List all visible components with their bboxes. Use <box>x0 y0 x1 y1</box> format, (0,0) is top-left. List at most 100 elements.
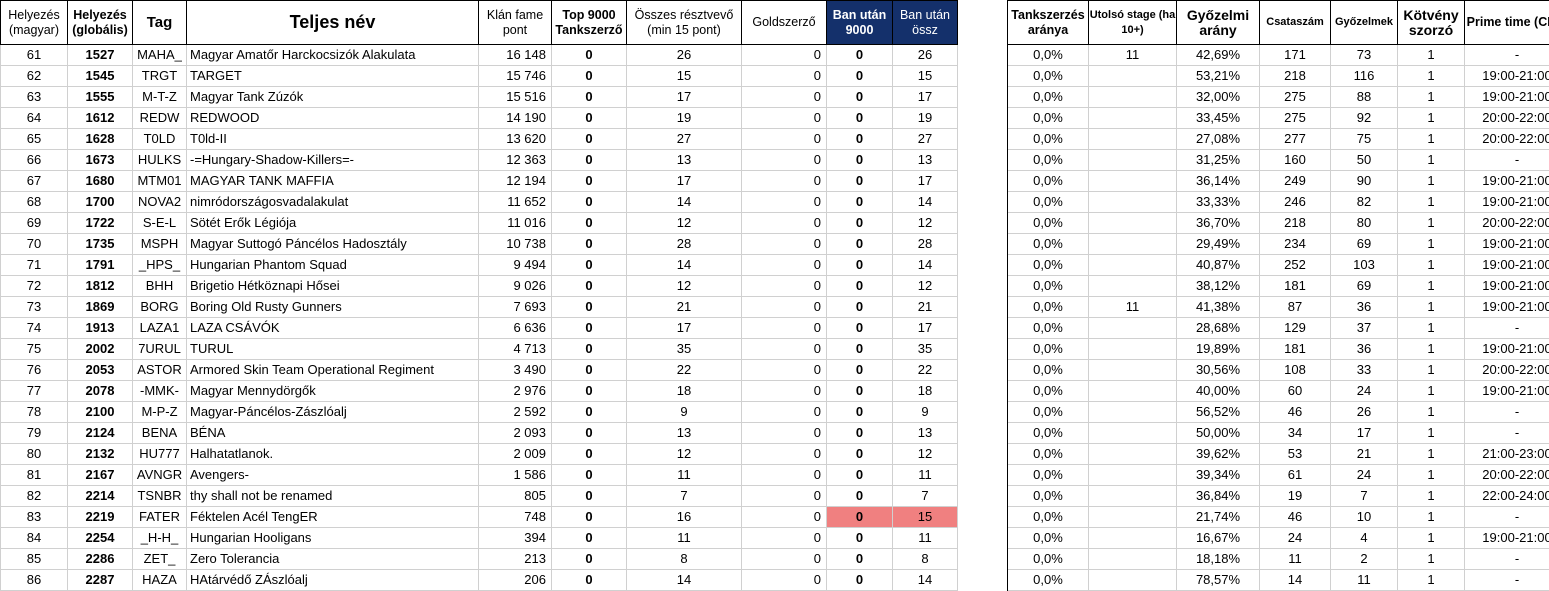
cell-tank-rate: 0,0% <box>1007 170 1089 192</box>
table-row: 84 2254 _H-H_ Hungarian Hooligans 394 0 11 0 0 11… <box>0 527 1549 549</box>
cell-tank-rate: 0,0% <box>1007 569 1089 591</box>
cell-top9000: 0 <box>551 275 627 297</box>
cell-prime-time: - <box>1464 44 1549 66</box>
cell-top9000: 0 <box>551 233 627 255</box>
cell-ban-total: 13 <box>892 149 958 171</box>
header-ban-9000: Ban után 9000 <box>826 0 893 45</box>
table-row: 62 1545 TRGT TARGET 15 746 0 15 0 0 15 0,0% 53,21% 2… <box>0 65 1549 87</box>
cell-battles: 53 <box>1259 443 1331 465</box>
header-gold: Goldszerző <box>741 0 827 45</box>
cell-battles: 46 <box>1259 401 1331 423</box>
cell-ban-total: 12 <box>892 275 958 297</box>
cell-clan-name: nimródországosvadalakulat <box>186 191 479 213</box>
cell-fame: 13 620 <box>478 128 552 150</box>
cell-gold: 0 <box>741 443 827 465</box>
cell-prime-time: - <box>1464 569 1549 591</box>
table-row: 61 1527 MAHA_ Magyar Amatőr Harckocsizók Al… <box>0 44 1549 66</box>
cell-tank-rate: 0,0% <box>1007 212 1089 234</box>
cell-win-rate: 30,56% <box>1176 359 1260 381</box>
cell-clan-name: thy shall not be renamed <box>186 485 479 507</box>
cell-win-rate: 29,49% <box>1176 233 1260 255</box>
cell-battles: 34 <box>1259 422 1331 444</box>
cell-spacer <box>957 527 1008 549</box>
table-body: 61 1527 MAHA_ Magyar Amatőr Harckocsizók Al… <box>0 44 1549 591</box>
cell-participants: 27 <box>626 128 742 150</box>
cell-wins: 33 <box>1330 359 1398 381</box>
cell-tag: ASTOR <box>132 359 187 381</box>
cell-top9000: 0 <box>551 107 627 129</box>
cell-participants: 22 <box>626 359 742 381</box>
cell-gold: 0 <box>741 170 827 192</box>
cell-tag: BHH <box>132 275 187 297</box>
cell-top9000: 0 <box>551 527 627 549</box>
cell-gold: 0 <box>741 338 827 360</box>
cell-win-rate: 31,25% <box>1176 149 1260 171</box>
cell-tag: HULKS <box>132 149 187 171</box>
header-rank-hu: Helyezés (magyar) <box>0 0 68 45</box>
cell-win-rate: 40,87% <box>1176 254 1260 276</box>
table-row: 65 1628 T0LD T0ld-II 13 620 0 27 0 0 27 0,0% 27,08%… <box>0 128 1549 150</box>
cell-tank-rate: 0,0% <box>1007 149 1089 171</box>
cell-top9000: 0 <box>551 569 627 591</box>
cell-spacer <box>957 191 1008 213</box>
cell-tag: BORG <box>132 296 187 318</box>
cell-last-stage <box>1088 359 1177 381</box>
cell-wins: 69 <box>1330 275 1398 297</box>
cell-tank-rate: 0,0% <box>1007 359 1089 381</box>
cell-prime-time: 19:00-21:00 <box>1464 65 1549 87</box>
cell-spacer <box>957 296 1008 318</box>
cell-rank-global: 2286 <box>67 548 133 570</box>
cell-tank-rate: 0,0% <box>1007 233 1089 255</box>
cell-gold: 0 <box>741 317 827 339</box>
cell-bond: 1 <box>1397 170 1465 192</box>
cell-clan-name: -=Hungary-Shadow-Killers=- <box>186 149 479 171</box>
header-ban-total: Ban után össz <box>892 0 958 45</box>
cell-bond: 1 <box>1397 86 1465 108</box>
cell-gold: 0 <box>741 569 827 591</box>
header-top9000: Top 9000 Tankszerző <box>551 0 627 45</box>
cell-bond: 1 <box>1397 212 1465 234</box>
cell-wins: 90 <box>1330 170 1398 192</box>
cell-tank-rate: 0,0% <box>1007 485 1089 507</box>
cell-wins: 11 <box>1330 569 1398 591</box>
cell-top9000: 0 <box>551 86 627 108</box>
cell-spacer <box>957 275 1008 297</box>
cell-ban-total: 15 <box>892 506 958 528</box>
cell-rank-global: 1791 <box>67 254 133 276</box>
cell-battles: 129 <box>1259 317 1331 339</box>
cell-tag: REDW <box>132 107 187 129</box>
header-win-rate: Győzelmi arány <box>1176 0 1260 45</box>
cell-participants: 17 <box>626 86 742 108</box>
cell-rank-hu: 76 <box>0 359 68 381</box>
cell-last-stage <box>1088 485 1177 507</box>
cell-spacer <box>957 212 1008 234</box>
cell-spacer <box>957 464 1008 486</box>
cell-clan-name: TURUL <box>186 338 479 360</box>
cell-battles: 24 <box>1259 527 1331 549</box>
cell-spacer <box>957 380 1008 402</box>
cell-prime-time: 19:00-21:00 <box>1464 275 1549 297</box>
cell-last-stage <box>1088 464 1177 486</box>
cell-last-stage <box>1088 191 1177 213</box>
cell-fame: 4 713 <box>478 338 552 360</box>
cell-clan-name: Magyar-Páncélos-Zászlóalj <box>186 401 479 423</box>
cell-spacer <box>957 254 1008 276</box>
cell-gold: 0 <box>741 275 827 297</box>
cell-win-rate: 39,62% <box>1176 443 1260 465</box>
cell-win-rate: 41,38% <box>1176 296 1260 318</box>
cell-tag: TSNBR <box>132 485 187 507</box>
cell-last-stage <box>1088 170 1177 192</box>
cell-gold: 0 <box>741 191 827 213</box>
cell-rank-hu: 68 <box>0 191 68 213</box>
cell-battles: 14 <box>1259 569 1331 591</box>
cell-gold: 0 <box>741 149 827 171</box>
cell-rank-global: 1545 <box>67 65 133 87</box>
cell-win-rate: 50,00% <box>1176 422 1260 444</box>
cell-bond: 1 <box>1397 254 1465 276</box>
cell-rank-hu: 79 <box>0 422 68 444</box>
table-row: 80 2132 HU777 Halhatatlanok. 2 009 0 12 0 0 12 0,0… <box>0 443 1549 465</box>
cell-battles: 275 <box>1259 107 1331 129</box>
cell-top9000: 0 <box>551 254 627 276</box>
cell-ban-9000: 0 <box>826 128 893 150</box>
cell-tag: ZET_ <box>132 548 187 570</box>
